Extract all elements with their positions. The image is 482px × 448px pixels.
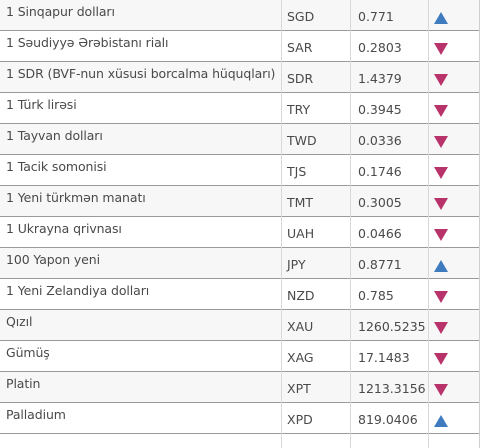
currency-name: 100 Yapon yeni [6,252,100,267]
exchange-rate: 1260.5235 [358,319,426,334]
currency-code: TJS [287,164,307,179]
arrow-up-icon [434,260,448,272]
exchange-rate: 1213.3156 [358,381,426,396]
column-divider [350,0,351,448]
currency-code: XAU [287,319,314,334]
currency-name: 1 Səudiyyə Ərəbistanı rialı [6,35,169,50]
column-divider [428,0,429,448]
arrow-down-icon [434,384,448,396]
rate-row: Gümüş XAG 17.1483 [0,341,479,372]
rate-row: Platin XPT 1213.3156 [0,372,479,403]
rate-row: 1 Tayvan dolları TWD 0.0336 [0,124,479,155]
rate-row: 1 SDR (BVF-nun xüsusi borcalma hüquqları… [0,62,479,93]
exchange-rate: 1.4379 [358,71,402,86]
currency-name: 1 Tacik somonisi [6,159,107,174]
rate-row: 1 Yeni Zelandiya dolları NZD 0.785 [0,279,479,310]
rate-row: 1 Ukrayna qrivnası UAH 0.0466 [0,217,479,248]
arrow-down-icon [434,353,448,365]
exchange-rate: 0.1746 [358,164,402,179]
arrow-down-icon [434,43,448,55]
currency-name: Qızıl [6,314,33,329]
rate-row: Qızıl XAU 1260.5235 [0,310,479,341]
arrow-down-icon [434,136,448,148]
currency-name: 1 Yeni türkmən manatı [6,190,146,205]
arrow-down-icon [434,198,448,210]
currency-code: NZD [287,288,315,303]
currency-name: Platin [6,376,41,391]
currency-name: Gümüş [6,345,50,360]
rate-row: Palladium XPD 819.0406 [0,403,479,434]
exchange-rate: 17.1483 [358,350,410,365]
arrow-down-icon [434,322,448,334]
rate-row: 100 Yapon yeni JPY 0.8771 [0,248,479,279]
currency-code: SDR [287,71,314,86]
exchange-rate: 0.3005 [358,195,402,210]
rate-row: 1 Tacik somonisi TJS 0.1746 [0,155,479,186]
rate-row: 1 Türk lirəsi TRY 0.3945 [0,93,479,124]
currency-name: 1 Sinqapur dolları [6,4,115,19]
currency-name: 1 Türk lirəsi [6,97,77,112]
arrow-up-icon [434,12,448,24]
exchange-rate: 0.0336 [358,133,402,148]
exchange-rate: 819.0406 [358,412,418,427]
exchange-rate: 0.2803 [358,40,402,55]
arrow-down-icon [434,229,448,241]
column-divider [281,0,282,448]
currency-code: TMT [287,195,314,210]
currency-code: TRY [287,102,311,117]
currency-code: XPT [287,381,311,396]
currency-code: JPY [287,257,306,272]
currency-code: TWD [287,133,317,148]
arrow-down-icon [434,167,448,179]
rate-row: 1 Səudiyyə Ərəbistanı rialı SAR 0.2803 [0,31,479,62]
currency-code: XPD [287,412,313,427]
currency-code: XAG [287,350,314,365]
exchange-rate: 0.8771 [358,257,402,272]
arrow-up-icon [434,415,448,427]
arrow-down-icon [434,105,448,117]
currency-name: 1 SDR (BVF-nun xüsusi borcalma hüquqları… [6,66,276,81]
exchange-rate: 0.785 [358,288,394,303]
currency-code: SAR [287,40,313,55]
rate-row: 1 Yeni türkmən manatı TMT 0.3005 [0,186,479,217]
rate-row: 1 Sinqapur dolları SGD 0.771 [0,0,479,31]
exchange-rate: 0.0466 [358,226,402,241]
arrow-down-icon [434,74,448,86]
rates-rows: 1 Sinqapur dolları SGD 0.771 1 Səudiyyə Ərə… [0,0,479,434]
arrow-down-icon [434,291,448,303]
currency-name: 1 Ukrayna qrivnası [6,221,122,236]
exchange-rate: 0.771 [358,9,394,24]
currency-code: UAH [287,226,315,241]
currency-code: SGD [287,9,315,24]
currency-name: 1 Yeni Zelandiya dolları [6,283,150,298]
currency-name: 1 Tayvan dolları [6,128,103,143]
exchange-rate: 0.3945 [358,102,402,117]
currency-name: Palladium [6,407,66,422]
